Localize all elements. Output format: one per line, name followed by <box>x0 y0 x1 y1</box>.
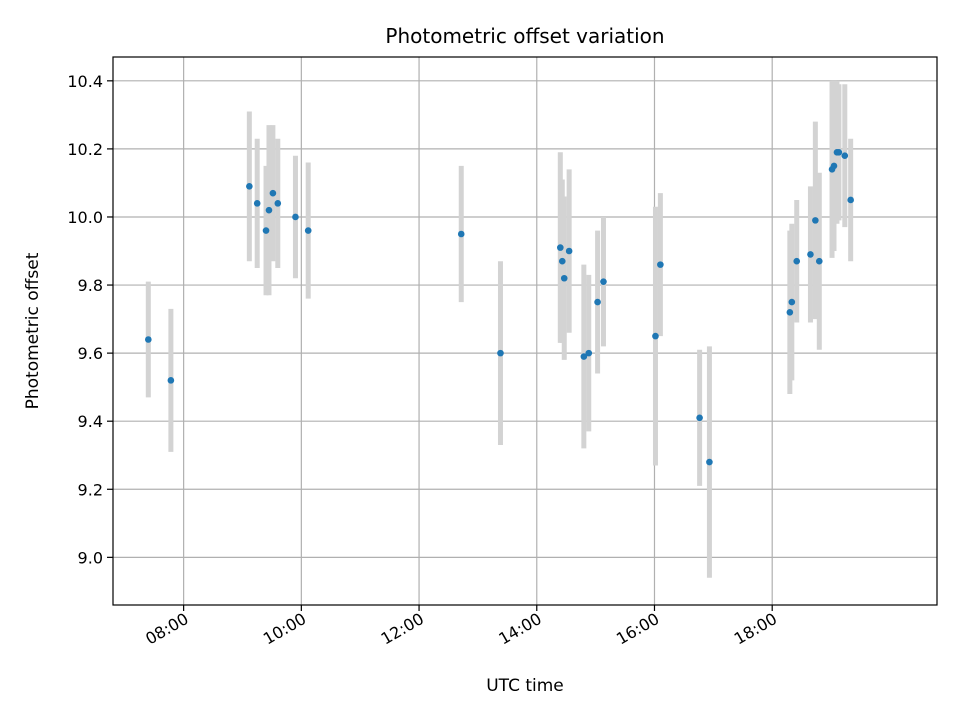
data-point <box>274 200 282 207</box>
y-tick-label: 9.2 <box>78 480 103 499</box>
y-tick-label: 9.8 <box>78 276 103 295</box>
data-point <box>246 183 253 190</box>
data-point <box>265 206 273 214</box>
plot-frame <box>112 56 938 606</box>
y-axis-label: Photometric offset <box>23 252 43 409</box>
y-tick-label: 10.2 <box>67 140 103 159</box>
y-tick-label: 9.4 <box>78 412 103 431</box>
y-tick-label: 10.0 <box>67 208 103 227</box>
data-point <box>565 247 573 255</box>
data-point <box>696 414 703 422</box>
data-point <box>807 251 814 258</box>
y-tick-label: 10.4 <box>67 72 103 91</box>
data-points <box>145 149 854 466</box>
data-point <box>560 274 568 282</box>
data-point <box>830 162 838 170</box>
data-point <box>594 298 601 306</box>
x-axis-label: UTC time <box>486 676 564 696</box>
data-point <box>706 458 713 466</box>
data-point <box>788 298 796 306</box>
data-point <box>557 244 564 251</box>
data-point <box>269 189 277 197</box>
data-point <box>580 353 588 360</box>
data-point <box>585 349 593 357</box>
data-point <box>652 332 659 340</box>
chart-title: Photometric offset variation <box>385 24 664 48</box>
data-point <box>812 217 819 224</box>
data-point <box>847 196 854 204</box>
data-point <box>457 230 465 238</box>
y-tick-label: 9.0 <box>78 548 103 567</box>
data-point <box>841 152 849 160</box>
data-point <box>253 200 261 207</box>
data-point <box>497 349 504 357</box>
data-point <box>304 227 312 234</box>
data-point <box>145 336 152 343</box>
data-point <box>292 213 299 221</box>
data-point <box>558 257 566 265</box>
data-point <box>793 257 801 265</box>
data-point <box>835 149 843 156</box>
data-point <box>786 308 794 316</box>
y-tick-label: 9.6 <box>78 344 103 363</box>
data-point <box>815 257 823 265</box>
data-point <box>657 261 664 268</box>
data-point <box>600 278 607 285</box>
data-point <box>167 377 175 384</box>
data-point <box>262 227 270 234</box>
